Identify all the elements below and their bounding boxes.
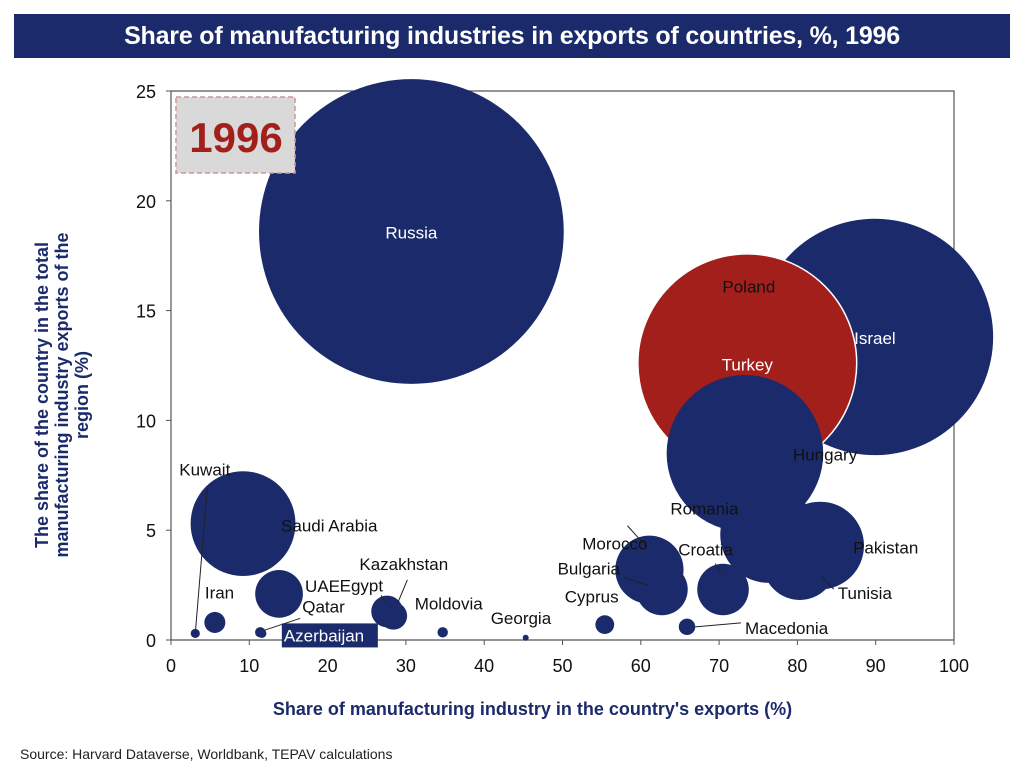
bubble-georgia (522, 634, 529, 641)
x-tick-label: 10 (239, 656, 259, 676)
leader-line (714, 563, 722, 572)
x-tick-label: 70 (709, 656, 729, 676)
y-tick-label: 20 (136, 192, 156, 212)
leader-line (821, 576, 835, 590)
bubble-label: Egypt (340, 576, 384, 595)
bubble-uae (255, 570, 303, 618)
bubble-label: Hungary (793, 445, 858, 464)
x-tick-label: 50 (552, 656, 572, 676)
bubble-label: Croatia (678, 540, 733, 559)
leader-line (623, 577, 649, 586)
bubble-label: Macedonia (745, 619, 829, 638)
bubble-label: Morocco (582, 535, 647, 554)
bubble-azerbaijan (257, 628, 267, 638)
plot-frame (170, 90, 955, 641)
bubble-label: Tunisia (838, 584, 893, 603)
bubble-label: Kazakhstan (359, 555, 448, 574)
leader-line (396, 579, 408, 605)
bubble-label: Pakistan (853, 539, 918, 558)
bubble-label: Moldovia (415, 594, 484, 613)
source-note: Source: Harvard Dataverse, Worldbank, TE… (20, 746, 393, 762)
x-tick-label: 30 (396, 656, 416, 676)
bubble-saudi-arabia (190, 471, 296, 577)
x-tick-label: 0 (166, 656, 176, 676)
bubble-label: UAE (305, 577, 340, 596)
bubble-label: Azerbaijan (284, 626, 364, 645)
bubble-iran (204, 611, 226, 633)
y-tick-label: 15 (136, 302, 156, 322)
bubble-cyprus (595, 615, 615, 635)
bubble-label: Poland (722, 278, 775, 297)
bubble-croatia (697, 563, 749, 616)
bubble-label: Qatar (302, 597, 345, 616)
x-tick-label: 80 (787, 656, 807, 676)
x-tick-label: 40 (474, 656, 494, 676)
leader-line (694, 622, 742, 628)
bubble-label: Bulgaria (558, 559, 621, 578)
bubble-chart: 0 10 20 30 40 50 60 70 80 90 100 0 5 10 15 20 25 Share of… (32, 79, 994, 719)
bubble-macedonia (678, 618, 696, 636)
year-badge-text: 1996 (189, 114, 282, 161)
bubble-moldovia (437, 627, 448, 638)
bubble-bulgaria (636, 563, 688, 616)
chart-title: Share of manufacturing industries in exp… (14, 14, 1010, 58)
y-tick-label: 25 (136, 82, 156, 102)
leader-line (627, 525, 646, 547)
bubble-label: Russia (385, 224, 438, 243)
leader-line (194, 488, 208, 634)
x-tick-label: 20 (318, 656, 338, 676)
label-box (281, 623, 378, 648)
leader-line (380, 595, 386, 602)
x-tick-label: 100 (939, 656, 969, 676)
bubble-label: Romania (670, 500, 739, 519)
y-tick-label: 5 (146, 521, 156, 541)
year-badge: 1996 (175, 96, 296, 174)
bubble-label: Iran (205, 583, 234, 602)
x-tick-label: 90 (866, 656, 886, 676)
x-tick-label: 60 (631, 656, 651, 676)
bubble-label: Cyprus (565, 588, 619, 607)
bubble-label: Israel (854, 329, 896, 348)
y-tick-label: 0 (146, 631, 156, 651)
bubble-label: Kuwait (179, 460, 230, 479)
y-axis-label: The share of the country in the totalman… (32, 232, 92, 557)
bubble-label: Turkey (722, 355, 774, 374)
y-tick-label: 10 (136, 411, 156, 431)
bubble-label: Saudi Arabia (281, 517, 378, 536)
x-axis-label: Share of manufacturing industry in the c… (273, 699, 792, 719)
bubble-label: Georgia (491, 609, 552, 628)
bubble-tunisia (762, 526, 837, 600)
bubble-kazakhstan (379, 602, 408, 630)
bubble-russia (259, 79, 564, 384)
